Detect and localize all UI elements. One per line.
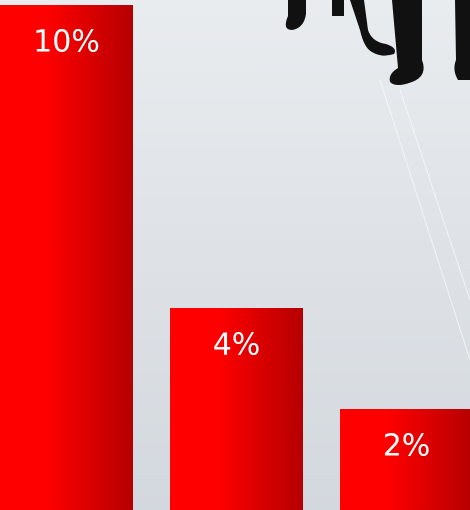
data-label: 4% [213, 328, 261, 363]
bar [0, 5, 133, 510]
data-label: 10% [33, 25, 100, 60]
chart: 10% 4% 2% [0, 0, 470, 510]
data-label: 2% [383, 429, 431, 464]
